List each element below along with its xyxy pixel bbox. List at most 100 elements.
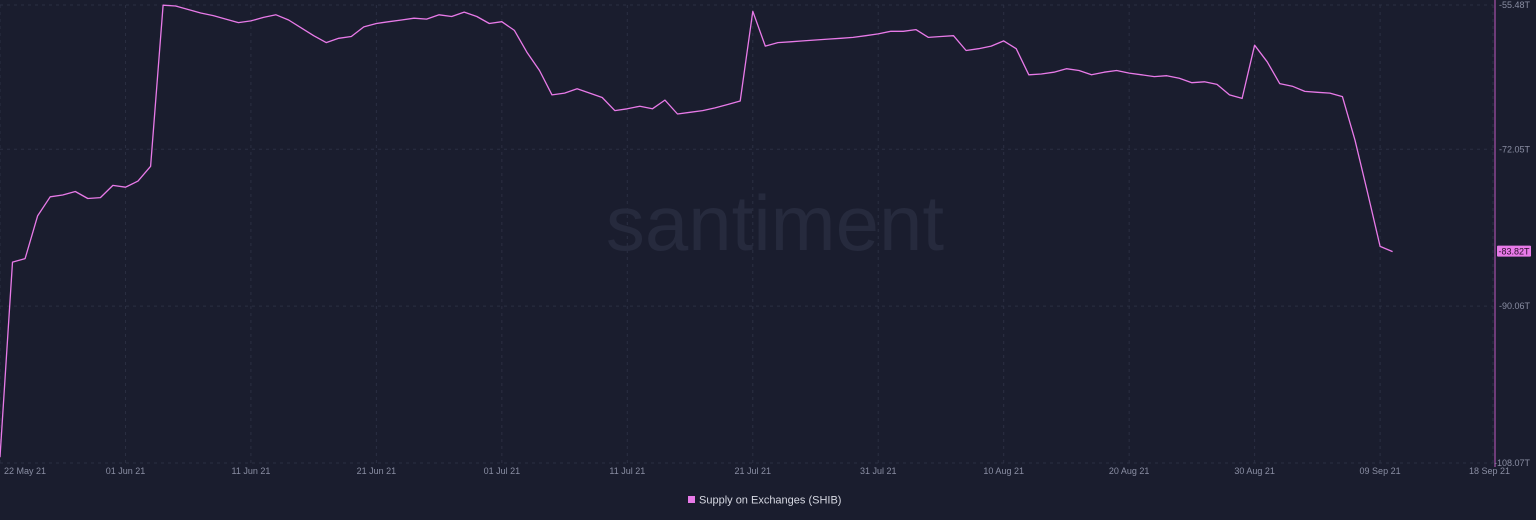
series-point [100,197,101,198]
series-point [1066,68,1067,69]
x-tick-label: 18 Sep 21 [1469,466,1510,476]
series-point [689,112,690,113]
last-value-badge: -83.82T [1497,245,1531,257]
series-point [125,187,126,188]
series-point [439,14,440,15]
series-point [213,15,214,16]
series-point [112,185,113,186]
series-point [577,88,578,89]
x-tick-label: 21 Jun 21 [357,466,397,476]
series-point [1304,91,1305,92]
series-point [627,108,628,109]
series-point [451,16,452,17]
series-point [426,19,427,20]
series-point [200,12,201,13]
series-point [326,42,327,43]
series-point [501,21,502,22]
series-point [1342,96,1343,97]
series-point [301,27,302,28]
series-point [188,9,189,10]
series-point [1003,40,1004,41]
series-point [865,35,866,36]
last-value-label: -83.82T [1498,247,1530,257]
series-point [225,19,226,20]
series-point [991,46,992,47]
series-point [564,93,565,94]
series-point [639,106,640,107]
series-point [288,19,289,20]
x-tick-label: 22 May 21 [4,466,46,476]
series-point [1254,45,1255,46]
x-tick-label: 31 Jul 21 [860,466,897,476]
series-point [815,39,816,40]
x-axis-ticks: 22 May 21 01 Jun 21 11 Jun 21 21 Jun 21 01 J… [4,466,1510,476]
x-tick-label: 11 Jul 21 [609,466,645,476]
series-point [1091,74,1092,75]
series-point [1116,70,1117,71]
series-point [878,33,879,34]
series-point [1204,81,1205,82]
series-point [602,97,603,98]
series-point [765,46,766,47]
series-point [37,215,38,216]
series-point [163,5,164,6]
x-tick-label: 10 Aug 21 [983,466,1024,476]
series-point [12,262,13,263]
series-point [401,19,402,20]
series-point [802,40,803,41]
series-point [1329,93,1330,94]
y-axis-ticks: -55.48T -72.05T -90.06T -108.07T [1494,0,1531,468]
series-point [978,48,979,49]
series-point [388,21,389,22]
series-point [464,12,465,13]
series-point [1016,48,1017,49]
series-point [514,30,515,31]
series-point [828,39,829,40]
legend[interactable]: Supply on Exchanges (SHIB) [688,495,841,507]
series-point [1078,70,1079,71]
series-point [1104,72,1105,73]
series-point [840,38,841,39]
series-point [137,181,138,182]
series-point [363,26,364,27]
series-point [1354,140,1355,141]
series-point [790,41,791,42]
series-point [25,258,26,259]
last-value-badge-bg [1497,245,1531,257]
series-point [853,37,854,38]
series-point [664,100,665,101]
series-point [351,36,352,37]
series-point [376,23,377,24]
series-point [313,35,314,36]
series-point [1216,84,1217,85]
series-point [702,110,703,111]
legend-swatch[interactable] [688,496,695,503]
series-point [1367,192,1368,193]
watermark: santiment [606,179,944,267]
series-point [928,37,929,38]
y-tick-label: -72.05T [1499,144,1531,154]
series-point [539,70,540,71]
series-point [489,23,490,24]
legend-label[interactable]: Supply on Exchanges (SHIB) [699,495,841,507]
series-point [715,107,716,108]
series-point [551,94,552,95]
x-tick-label: 11 Jun 21 [231,466,270,476]
series-point [1154,76,1155,77]
series-point [250,20,251,21]
series-point [777,42,778,43]
y-tick-label: -55.48T [1499,0,1531,10]
series-point [589,93,590,94]
series-point [953,35,954,36]
series-point [727,104,728,105]
series-point [1317,92,1318,93]
series-point [1229,94,1230,95]
series-point [966,50,967,51]
series-point [87,198,88,199]
series-point [677,113,678,114]
series-point [275,14,276,15]
series-point [614,110,615,111]
series-point [526,52,527,53]
series-point [903,31,904,32]
